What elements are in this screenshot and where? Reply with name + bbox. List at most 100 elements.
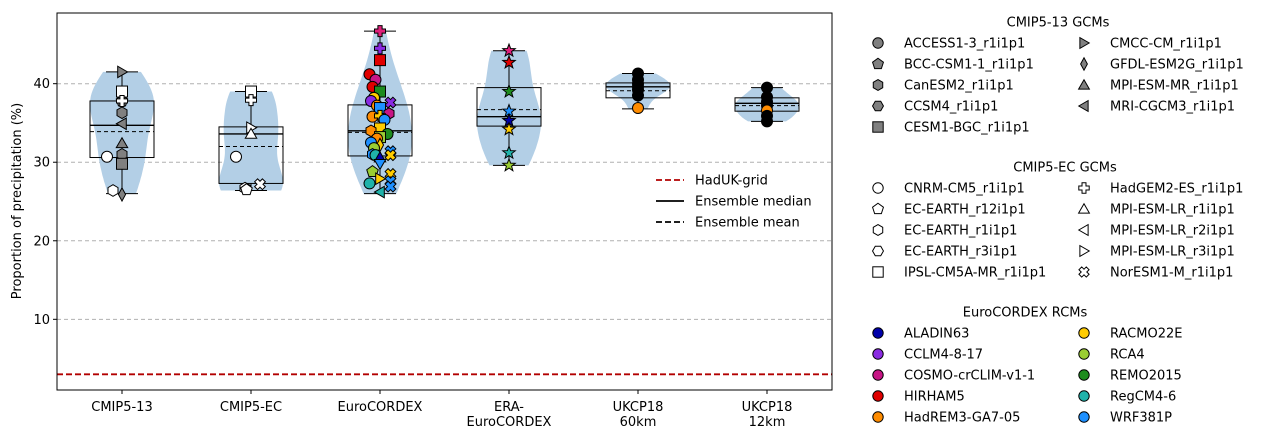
x-tick-label: CMIP5-13 [91, 400, 152, 415]
marker-square [872, 266, 884, 278]
legend-entry-label: CanESM2_r1i1p1 [904, 79, 1014, 94]
marker-star [501, 144, 517, 160]
x-tick-label: CMIP5-EC [220, 400, 282, 415]
marker-star [501, 54, 517, 69]
inner-legend: HadUK-grid Ensemble median Ensemble mean [656, 174, 812, 231]
legend-entry-label: CESM1-BGC_r1i1p1 [904, 121, 1030, 136]
legend-entry-label: EC-EARTH_r12i1p1 [904, 203, 1026, 218]
marker-xcross [384, 180, 397, 193]
marker-diamond [1080, 56, 1088, 72]
legend-entry-label: WRF381P [1110, 411, 1172, 426]
marker-tri-up [115, 136, 129, 149]
legend-entry-label: HadREM3-GA7-05 [904, 411, 1020, 426]
marker-hexagon [872, 78, 884, 92]
marker-circle [872, 182, 884, 194]
marker-cross [245, 94, 257, 107]
boxplots [89, 30, 800, 195]
legend-entry-label: ALADIN63 [904, 327, 969, 342]
legend-entry-label: HadGEM2-ES_r1i1p1 [1110, 182, 1243, 197]
marker-hexagon [116, 106, 128, 120]
y-tick-label: 40 [33, 77, 50, 92]
side-legend: CMIP5-13 GCMs ACCESS1-3_r1i1p1 BCC-CSM1-1_… [871, 16, 1244, 426]
legend-entry-label: NorESM1-M_r1i1p1 [1110, 266, 1233, 281]
legend-entry-label: ACCESS1-3_r1i1p1 [904, 37, 1025, 52]
legend-entry-label: MPI-ESM-LR_r3i1p1 [1110, 245, 1235, 260]
x-tick-label: ERA- [494, 400, 524, 415]
marker-circle [101, 150, 113, 163]
legend-entry-label: MPI-ESM-LR_r2i1p1 [1110, 224, 1235, 239]
x-tick-label: 12km [749, 415, 786, 430]
marker-tri-down [373, 159, 387, 171]
marker-tri-left [115, 117, 127, 131]
marker-square [374, 85, 386, 98]
marker-cross [116, 94, 128, 107]
marker-pentagon [871, 202, 885, 215]
marker-circle [872, 37, 884, 49]
inner-legend-label: Ensemble mean [695, 216, 800, 231]
violin-body [90, 71, 154, 194]
marker-xcross [1078, 266, 1090, 278]
marker-cross [374, 25, 386, 38]
x-tick-label: EuroCORDEX [338, 400, 423, 415]
legend-entry-label: REMO2015 [1110, 369, 1182, 384]
y-axis-label: Proportion of precipitation (%) [10, 103, 25, 299]
legend-entry-label: EC-EARTH_r1i1p1 [904, 224, 1017, 239]
marker-circle [1078, 327, 1090, 339]
marker-tri-right [375, 172, 387, 186]
marker-tri-right [1079, 36, 1091, 50]
legend-entry-label: CNRM-CM5_r1i1p1 [904, 182, 1025, 197]
legend-entry-label: CMCC-CM_r1i1p1 [1110, 37, 1222, 52]
marker-star [501, 121, 517, 136]
x-tick-label: UKCP18 [613, 400, 664, 415]
marker-circle [230, 150, 242, 163]
marker-hexagon2 [871, 245, 885, 257]
marker-square [872, 121, 884, 133]
marker-square [374, 54, 386, 67]
marker-tri-up [244, 127, 258, 139]
marker-tri-right [117, 65, 129, 79]
marker-diamond [117, 186, 127, 203]
marker-tri-up [1077, 78, 1091, 90]
legend-entry-label: MRI-CGCM3_r1i1p1 [1110, 100, 1235, 115]
marker-circle [632, 102, 644, 115]
legend-entry-label: RACMO22E [1110, 327, 1182, 342]
plot-frame [56, 12, 833, 391]
marker-tri-left [1077, 223, 1089, 237]
marker-circle [1078, 369, 1090, 381]
x-tick-label: EuroCORDEX [467, 415, 552, 430]
y-tick-label: 30 [33, 156, 50, 171]
legend-entry-label: RCA4 [1110, 348, 1145, 363]
marker-circle [872, 390, 884, 402]
legend-entry-label: CCLM4-8-17 [904, 348, 983, 363]
marker-tri-right [1079, 244, 1091, 258]
legend-section-title: EuroCORDEX RCMs [963, 306, 1088, 321]
y-tick-label: 20 [33, 234, 50, 249]
marker-circle [1078, 390, 1090, 402]
violin-body [219, 91, 283, 191]
marker-circle [363, 177, 376, 190]
inner-legend-label: HadUK-grid [695, 174, 768, 189]
marker-star [501, 157, 517, 172]
legend-entry-label: GFDL-ESM2G_r1i1p1 [1110, 58, 1244, 73]
legend-entry-label: MPI-ESM-MR_r1i1p1 [1110, 79, 1239, 94]
marker-square [116, 157, 128, 170]
legend-entry-label: BCC-CSM1-1_r1i1p1 [904, 58, 1034, 73]
violins [90, 31, 799, 194]
marker-tri-left [1077, 99, 1089, 113]
inner-legend-label: Ensemble median [695, 195, 812, 210]
marker-star [501, 42, 517, 58]
marker-cross [1078, 182, 1090, 194]
y-tick-label: 10 [33, 313, 50, 328]
marker-circle [761, 115, 773, 128]
marker-hexagon [365, 124, 377, 138]
model-points [101, 25, 773, 203]
marker-circle [872, 327, 884, 339]
marker-circle [1078, 348, 1090, 360]
legend-entry-label: IPSL-CM5A-MR_r1i1p1 [904, 266, 1046, 281]
marker-hexagon2 [871, 100, 885, 112]
legend-entry-label: CCSM4_r1i1p1 [904, 100, 998, 115]
marker-pentagon [240, 183, 253, 196]
marker-circle [632, 89, 644, 102]
